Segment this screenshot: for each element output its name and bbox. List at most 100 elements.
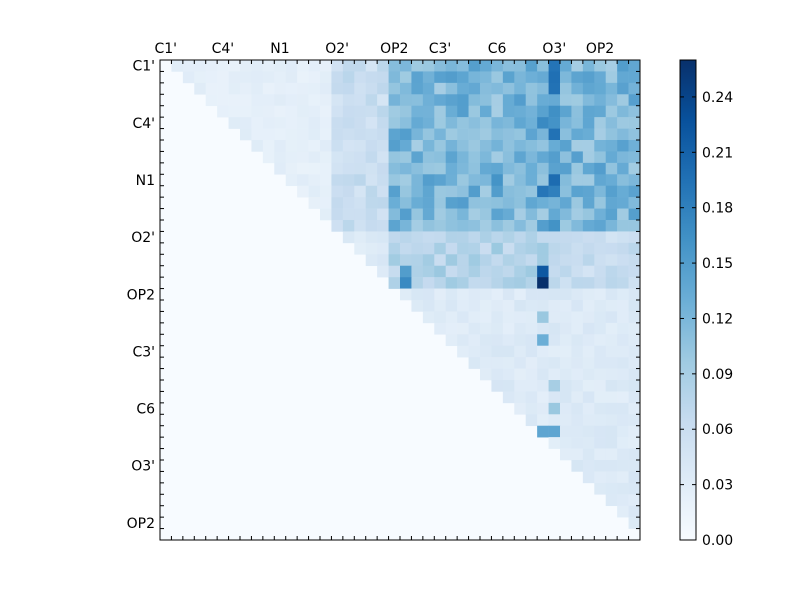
heatmap-cell [480,208,492,221]
heatmap-cell [560,368,572,381]
heatmap-cell [251,117,264,129]
heatmap-cell [628,311,641,324]
heatmap-cell [560,414,572,427]
heatmap-cell [582,151,595,164]
heatmap-cell [617,471,629,484]
heatmap-cell [605,208,618,221]
heatmap-cell [388,82,401,95]
heatmap-cell [548,345,561,358]
heatmap-cell [411,242,424,255]
heatmap-cell [320,128,332,141]
heatmap-cell [617,254,629,267]
heatmap-cell [251,94,264,107]
heatmap-cell [617,140,629,152]
heatmap-cell [582,82,595,95]
heatmap-cell [525,140,538,152]
heatmap-cell [514,231,527,244]
heatmap-cell [605,151,618,164]
heatmap-cell [308,151,321,164]
heatmap-cell [605,494,618,507]
heatmap-cell [297,94,309,107]
heatmap-cell [388,151,401,164]
heatmap-cell [537,265,549,278]
heatmap-cell [377,162,389,175]
heatmap-cell [560,254,572,267]
heatmap-cell [582,174,595,187]
heatmap-cell [605,220,618,232]
heatmap-cell [457,117,469,129]
heatmap-cell [365,71,378,84]
heatmap-cell [537,151,549,164]
heatmap-cell [628,425,641,438]
heatmap-cell [560,425,572,438]
heatmap-cell [434,82,447,95]
heatmap-cell [354,117,367,129]
heatmap-cell [274,162,287,175]
heatmap-cell [537,185,549,198]
heatmap-cell [605,345,618,358]
heatmap-cell [537,117,549,129]
heatmap-cell [422,265,435,278]
heatmap-cell [537,254,549,267]
heatmap-cell [411,265,424,278]
heatmap-cell [617,391,629,404]
heatmap-cell [365,254,378,267]
heatmap-cell [331,185,344,198]
heatmap-cell [468,128,481,141]
heatmap-cell [594,265,607,278]
x-tick-label: OP2 [380,41,408,57]
heatmap-cell [502,174,515,187]
heatmap-cell [262,128,275,141]
heatmap-cell [571,288,584,301]
heatmap-cell [628,517,641,529]
heatmap-cell [525,162,538,175]
heatmap-cell [491,380,504,392]
heatmap-cell [377,105,389,118]
heatmap-cell [560,345,572,358]
heatmap-cell [468,311,481,324]
heatmap-cell [377,185,389,198]
heatmap-cell [411,162,424,175]
heatmap-cell [594,414,607,427]
heatmap-cell [571,368,584,381]
heatmap-cell [331,117,344,129]
heatmap-cell [468,162,481,175]
heatmap-cell [514,60,527,72]
heatmap-cell [514,71,527,84]
x-tick-label: C3' [429,41,452,57]
heatmap-cell [560,288,572,301]
heatmap-cell [457,71,469,84]
heatmap-cell [571,117,584,129]
heatmap-cell [434,231,447,244]
heatmap-cell [445,174,458,187]
heatmap-cell [342,105,355,118]
heatmap-cell [422,117,435,129]
heatmap-cell [491,242,504,255]
heatmap-cell [548,197,561,209]
heatmap-cell [514,174,527,187]
heatmap-cell [628,380,641,392]
heatmap-cell [502,117,515,129]
heatmap-cell [457,162,469,175]
heatmap-cell [468,140,481,152]
heatmap-cell [377,140,389,152]
heatmap-cell [445,105,458,118]
heatmap-cell [537,368,549,381]
heatmap-cell [514,368,527,381]
heatmap-cell [605,448,618,461]
heatmap-cell [514,357,527,369]
heatmap-cell [514,322,527,335]
heatmap-cell [331,197,344,209]
heatmap-cell [285,174,298,187]
heatmap-cell [217,60,229,72]
heatmap-cell [571,220,584,232]
heatmap-cell [514,345,527,358]
heatmap-cell [571,322,584,335]
heatmap-cell [388,60,401,72]
heatmap-cell [342,174,355,187]
heatmap-cell [434,197,447,209]
heatmap-cell [537,402,549,415]
heatmap-cell [605,471,618,484]
heatmap-cell [548,277,561,289]
heatmap-cell [491,71,504,84]
